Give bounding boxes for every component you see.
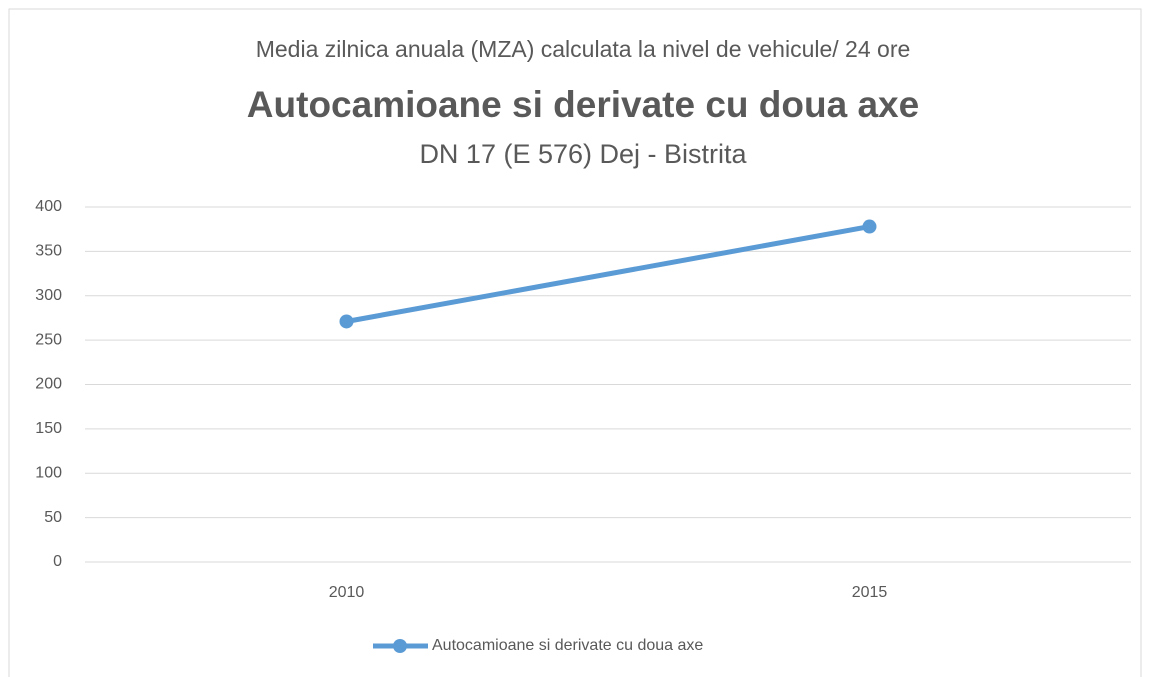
chart-subtitle: DN 17 (E 576) Dej - Bistrita (419, 139, 747, 169)
data-point (862, 219, 877, 234)
y-tick-label: 0 (53, 553, 62, 570)
y-tick-label: 250 (35, 331, 62, 348)
y-tick-label: 150 (35, 420, 62, 437)
y-tick-label: 50 (44, 509, 62, 526)
y-tick-label: 200 (35, 376, 62, 393)
chart-frame (8, 8, 1142, 677)
legend-label: Autocamioane si derivate cu doua axe (432, 637, 703, 654)
chart-title: Autocamioane si derivate cu doua axe (247, 84, 919, 125)
x-tick-label: 2015 (852, 584, 888, 601)
y-tick-label: 400 (35, 198, 62, 215)
data-line (344, 224, 872, 324)
data-point (339, 314, 354, 329)
chart-pretitle: Media zilnica anuala (MZA) calculata la … (256, 36, 911, 62)
y-tick-label: 350 (35, 243, 62, 260)
x-tick-label: 2010 (329, 584, 365, 601)
legend-swatch-marker (393, 639, 407, 653)
y-tick-label: 300 (35, 287, 62, 304)
y-tick-label: 100 (35, 464, 62, 481)
